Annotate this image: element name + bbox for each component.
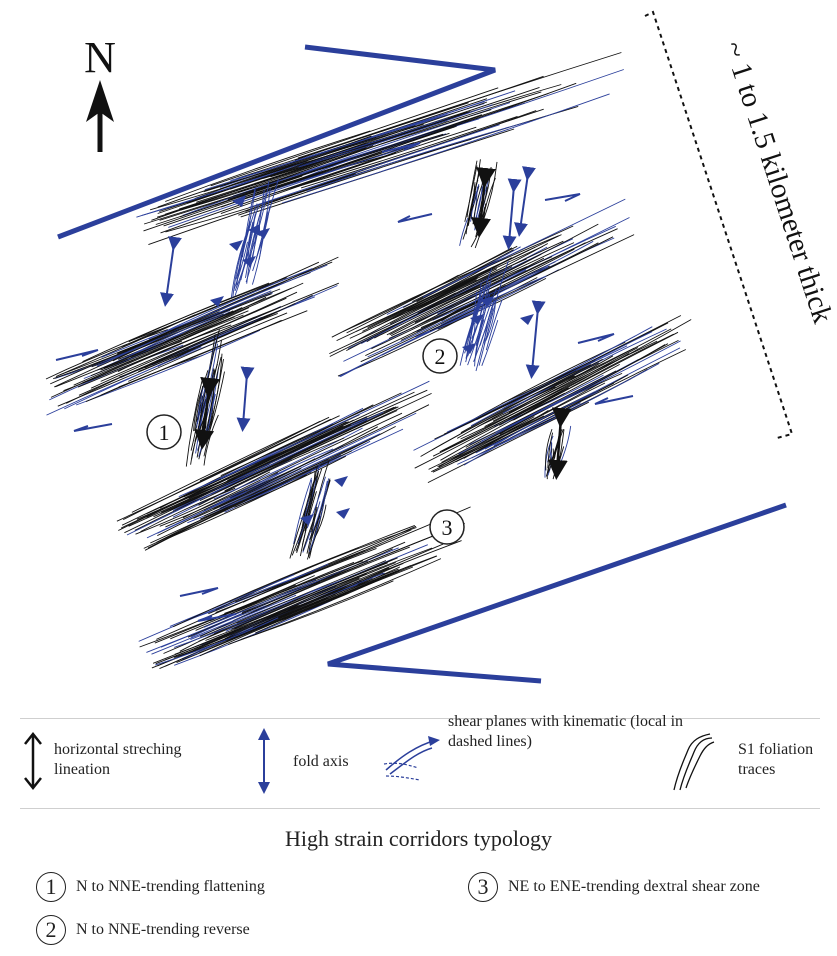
- shear-plane-legend-icon: [383, 736, 440, 781]
- corridor-ne-5: [116, 380, 432, 551]
- corridor-ne-1: [136, 52, 624, 246]
- typology-item-3: 3 NE to ENE-trending dextral shear zone: [468, 872, 760, 902]
- corridor-n-5: [289, 459, 331, 560]
- typology-item-1: 1 N to NNE-trending flattening: [36, 872, 265, 902]
- corridor-n-4: [459, 260, 509, 372]
- svg-text:1: 1: [159, 420, 170, 445]
- typology-title: High strain corridors typology: [284, 826, 553, 851]
- thickness-bracket-icon: [644, 10, 794, 439]
- shear-kinematic-icons: [210, 195, 534, 525]
- legend-divider-bottom: [20, 808, 820, 809]
- corridor-shear-sense-icons: [55, 142, 634, 622]
- stretching-lineation-legend-icon: [24, 731, 42, 791]
- zone-label-3: 3: [429, 509, 465, 545]
- thickness-label: ~ 1 to 1.5 kilometer thick: [717, 37, 837, 327]
- corridor-ne-4: [413, 315, 692, 484]
- fold-axis-icons: [160, 166, 546, 432]
- corridor-ne-6: [138, 506, 471, 670]
- structural-diagram: N ~ 1 to 1.5 kilometer thick: [45, 10, 837, 684]
- corridor-n-3: [459, 159, 498, 249]
- foliation-corridors: [45, 52, 692, 670]
- legend-foliation-text: S1 foliation traces: [738, 741, 814, 778]
- legend-stretching-text: horizontal streching lineation: [54, 741, 182, 778]
- legend-fold-text: fold axis: [293, 753, 349, 770]
- corridor-ne-3: [45, 256, 339, 416]
- fold-axis-legend-icon: [258, 728, 270, 794]
- shear-sense-top-icon: [57, 44, 496, 240]
- legend-shear-text: shear planes with kinematic (local in da…: [448, 713, 684, 750]
- corridor-ne-2: [329, 198, 635, 378]
- north-arrowhead-icon: [86, 80, 114, 122]
- legend-divider-top: [20, 718, 820, 719]
- zone-label-2: 2: [422, 338, 458, 374]
- north-label: N: [84, 33, 116, 82]
- shear-sense-bottom-icon: [327, 502, 787, 684]
- svg-text:2: 2: [435, 344, 446, 369]
- foliation-legend-icon: [673, 733, 715, 791]
- legend: horizontal streching lineation fold axis…: [0, 713, 837, 808]
- typology-item-2: 2 N to NNE-trending reverse: [36, 915, 250, 945]
- svg-text:3: 3: [442, 515, 453, 540]
- stretching-lineation-icons: [194, 167, 572, 480]
- zone-label-1: 1: [146, 414, 182, 450]
